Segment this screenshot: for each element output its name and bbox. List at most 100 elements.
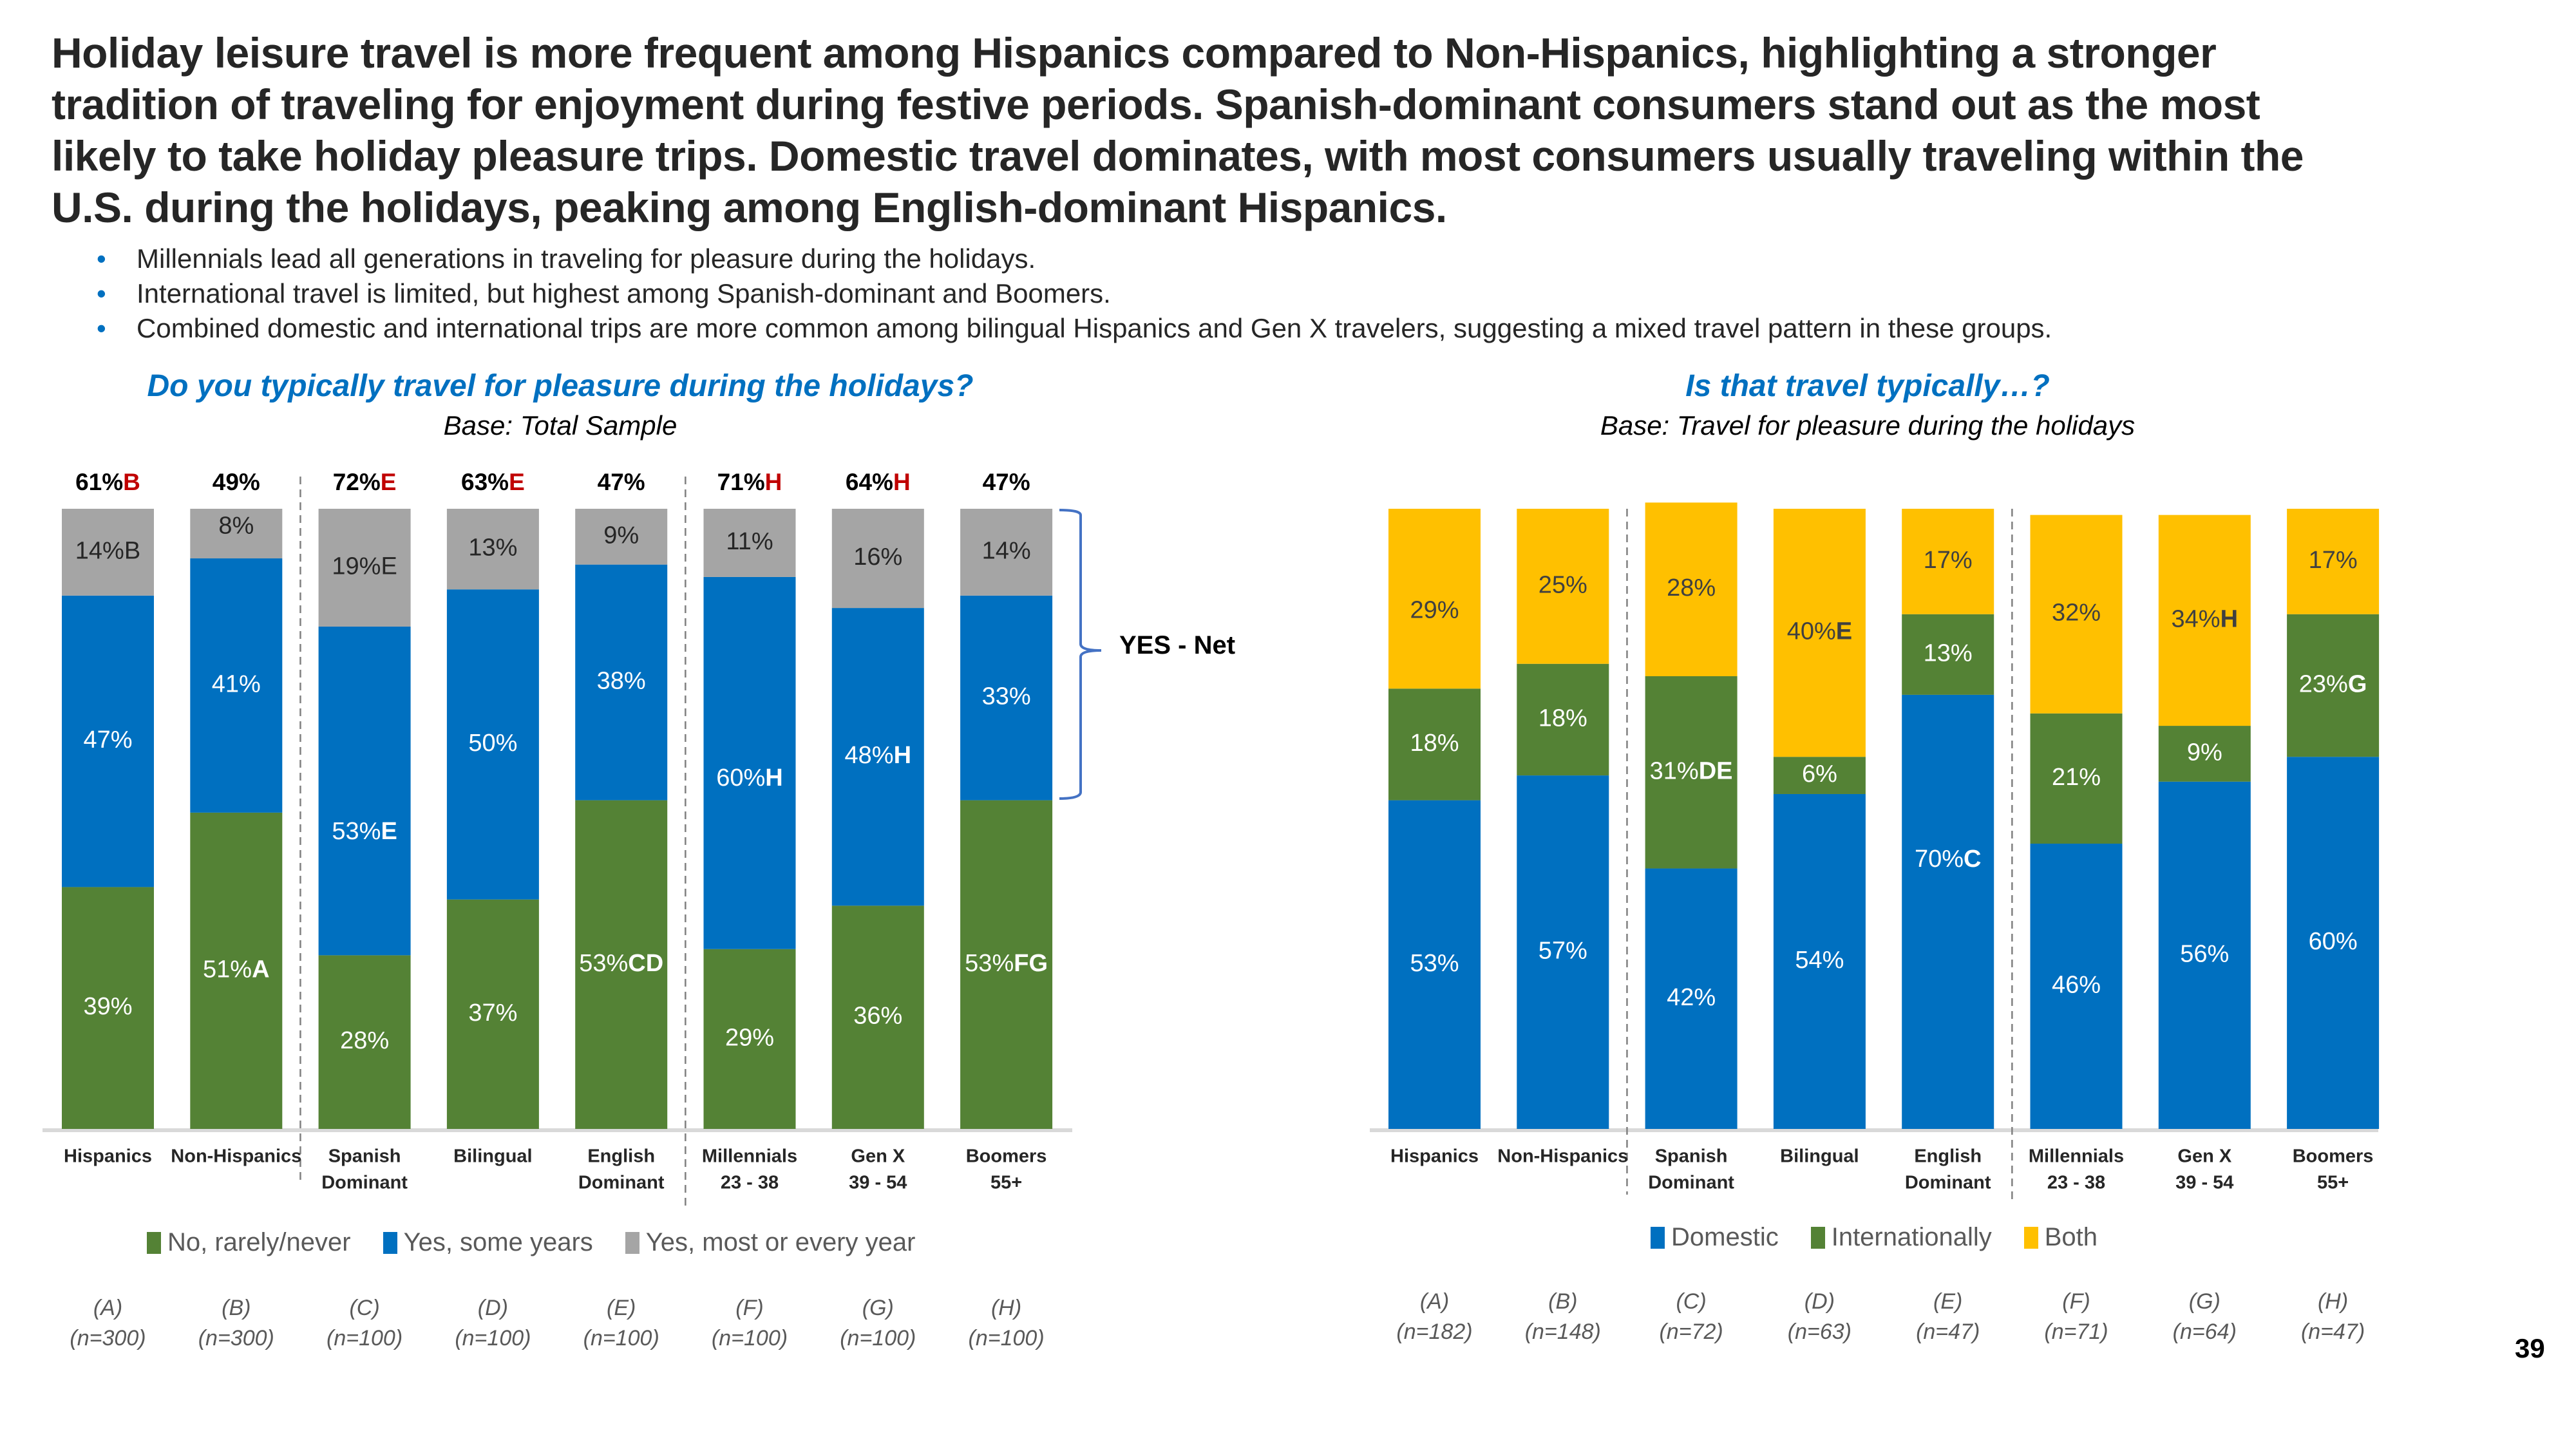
bullet-item: • Combined domestic and international tri… [97,311,2052,346]
bar-segment-yes-most-or-every-year [446,509,539,590]
significance-letter: B [123,469,140,495]
base-size: (n=71) [2044,1320,2108,1344]
value-text: 60% [716,764,765,791]
headline-line: Holiday leisure travel is more frequent … [52,29,2217,77]
base-size: (n=47) [1916,1320,1980,1344]
data-label: 42% [1667,984,1716,1011]
base-size: (n=100) [712,1326,788,1350]
significance-letter: B [124,537,140,564]
x-tick-label: 39 - 54 [2175,1173,2233,1193]
value-text: 71% [717,469,765,495]
bar-segment-both [1517,509,1609,664]
base-size: (n=300) [70,1326,146,1350]
bar-segment-yes-most-or-every-year [831,509,924,609]
x-tick-label: 55+ [2317,1173,2349,1193]
left-chart-subtitle: Base: Total Sample [443,410,677,440]
data-label: 38% [597,668,646,695]
data-label: 60% [2309,928,2358,955]
x-tick-label: Gen X [851,1146,905,1167]
value-text: 53% [579,950,628,977]
net-label: 47% [598,469,645,495]
value-text: 34% [2172,605,2221,632]
right-chart-legend: Domestic Internationally Both [1651,1223,2130,1252]
headline-line: tradition of traveling for enjoyment dur… [52,80,2260,128]
data-label: 14% [982,537,1031,564]
data-label: 53%FG [965,950,1048,977]
x-tick-label: 55+ [990,1173,1022,1193]
group-letter: (F) [2062,1289,2090,1314]
significance-letter: E [381,553,397,580]
value-text: 40% [1787,618,1836,645]
value-text: 6% [1802,761,1837,788]
x-tick-label: Spanish [1655,1146,1728,1167]
net-label: 49% [213,469,260,495]
data-label: 28% [340,1027,389,1054]
value-text: 14% [982,537,1031,564]
data-label: 34%H [2172,605,2239,632]
data-label: 36% [853,1003,902,1030]
group-letter: (E) [607,1296,636,1320]
bar-segment-yes-some-years [831,608,924,906]
value-text: 54% [1795,947,1844,974]
bar-segment-domestic [1902,694,1994,1129]
data-label: 53% [1410,950,1459,977]
data-label: 29% [725,1024,774,1051]
x-tick-label: Bilingual [453,1146,532,1167]
value-text: 46% [2052,972,2101,999]
group-letter: (A) [1420,1289,1449,1314]
bar-segment-both [1388,509,1481,689]
value-text: 28% [1667,574,1716,601]
significance-letter: H [893,469,911,495]
data-label: 37% [468,999,517,1027]
group-letter: (F) [735,1296,763,1320]
legend-item-domestic: Domestic [1651,1223,1779,1252]
bar-segment-both [1645,502,1738,677]
slide-headline: Holiday leisure travel is more frequent … [52,27,2434,233]
bar-segment-internationally [1388,688,1481,800]
right-chart-subtitle: Base: Travel for pleasure during the hol… [1600,410,2136,440]
bar-segment-yes-some-years [703,576,796,949]
data-label: 39% [83,993,132,1020]
group-letter: (E) [1933,1289,1962,1314]
value-text: 13% [468,535,517,562]
bar-segment-yes-most-or-every-year [575,509,668,565]
x-tick-label: Spanish [328,1146,401,1167]
data-label: 48%H [845,742,912,769]
value-text: 47% [83,726,132,753]
base-size: (n=100) [327,1326,402,1350]
value-text: 53% [1410,950,1459,977]
significance-letter: E [509,469,525,495]
legend-swatch-icon [1651,1226,1665,1249]
net-label: 71%H [717,469,782,495]
data-label: 17% [1924,547,1973,574]
base-size: (n=100) [583,1326,659,1350]
yes-net-bracket-icon [1059,509,1102,800]
value-text: 21% [2052,764,2101,791]
net-label: 72%E [333,469,397,495]
value-text: 23% [2299,670,2348,697]
data-label: 53%CD [579,950,663,977]
data-label: 46% [2052,972,2101,999]
value-text: 33% [982,683,1031,710]
group-letter: (B) [222,1296,251,1320]
legend-label: Domestic [1671,1223,1779,1251]
yes-net-label: YES - Net [1119,631,1236,659]
bar-segment-yes-some-years [446,589,539,900]
value-text: 53% [965,950,1014,977]
value-text: 29% [1410,597,1459,624]
group-letter: (G) [2189,1289,2221,1314]
data-label: 56% [2180,940,2229,967]
value-text: 14% [75,537,124,564]
base-size: (n=72) [1659,1320,1723,1344]
bar-segment-domestic [1517,775,1609,1129]
bar-segment-yes-most-or-every-year [318,509,411,627]
bar-segment-no-rarely-never [575,800,668,1129]
bar-segment-internationally [1517,663,1609,776]
headline-line: U.S. during the holidays, peaking among … [52,184,1447,231]
significance-letter: H [765,469,782,495]
right-chart-title: Is that travel typically…? [1685,369,2050,403]
x-tick-label: Boomers [966,1146,1047,1167]
data-label: 33% [982,683,1031,710]
data-label: 6% [1802,761,1837,788]
bar-segment-yes-some-years [575,564,668,800]
